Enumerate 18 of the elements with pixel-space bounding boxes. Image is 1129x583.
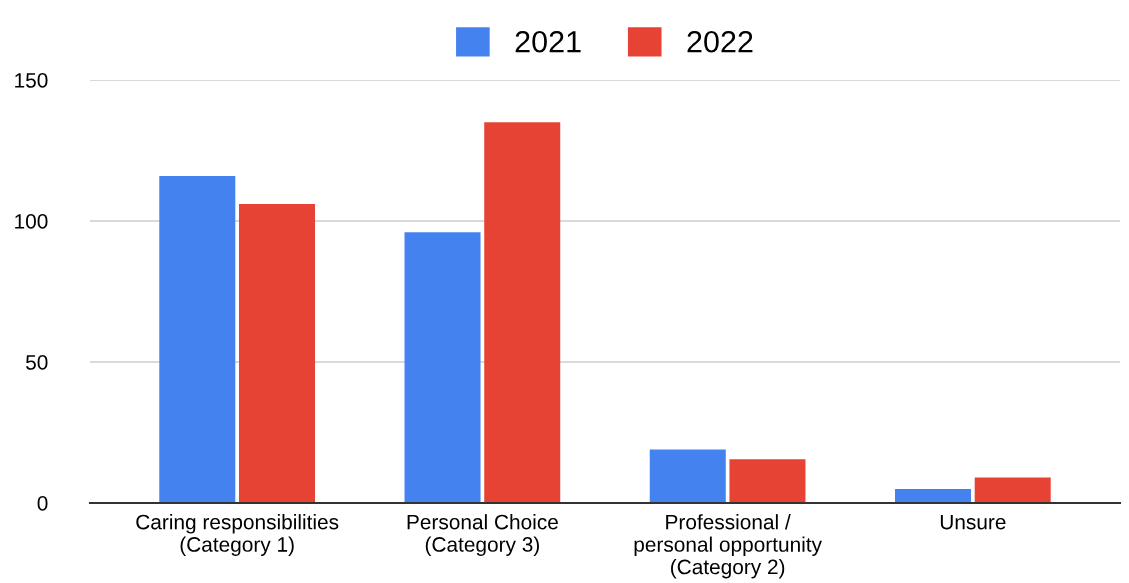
y-tick-label: 150: [15, 73, 48, 88]
bar: [894, 488, 972, 503]
legend-label: 2022: [687, 30, 753, 53]
y-tick-label: 50: [26, 355, 48, 370]
bar: [974, 477, 1051, 503]
bar: [484, 122, 561, 503]
x-tick-label: Unsure: [940, 514, 1006, 530]
bar: [649, 449, 726, 503]
x-tick-label: Personal Choice (Category 3): [407, 514, 558, 556]
x-tick-label: Caring responsibilities (Category 1): [136, 514, 339, 556]
y-tick-label: 0: [37, 496, 48, 511]
bar: [159, 175, 236, 503]
y-tick-label: 100: [15, 214, 48, 229]
bar: [729, 459, 806, 503]
bar: [404, 232, 481, 503]
legend-label: 2021: [515, 30, 581, 53]
x-tick-label: Professional / personal opportunity (Category 2): [634, 514, 822, 579]
bar: [238, 204, 316, 503]
